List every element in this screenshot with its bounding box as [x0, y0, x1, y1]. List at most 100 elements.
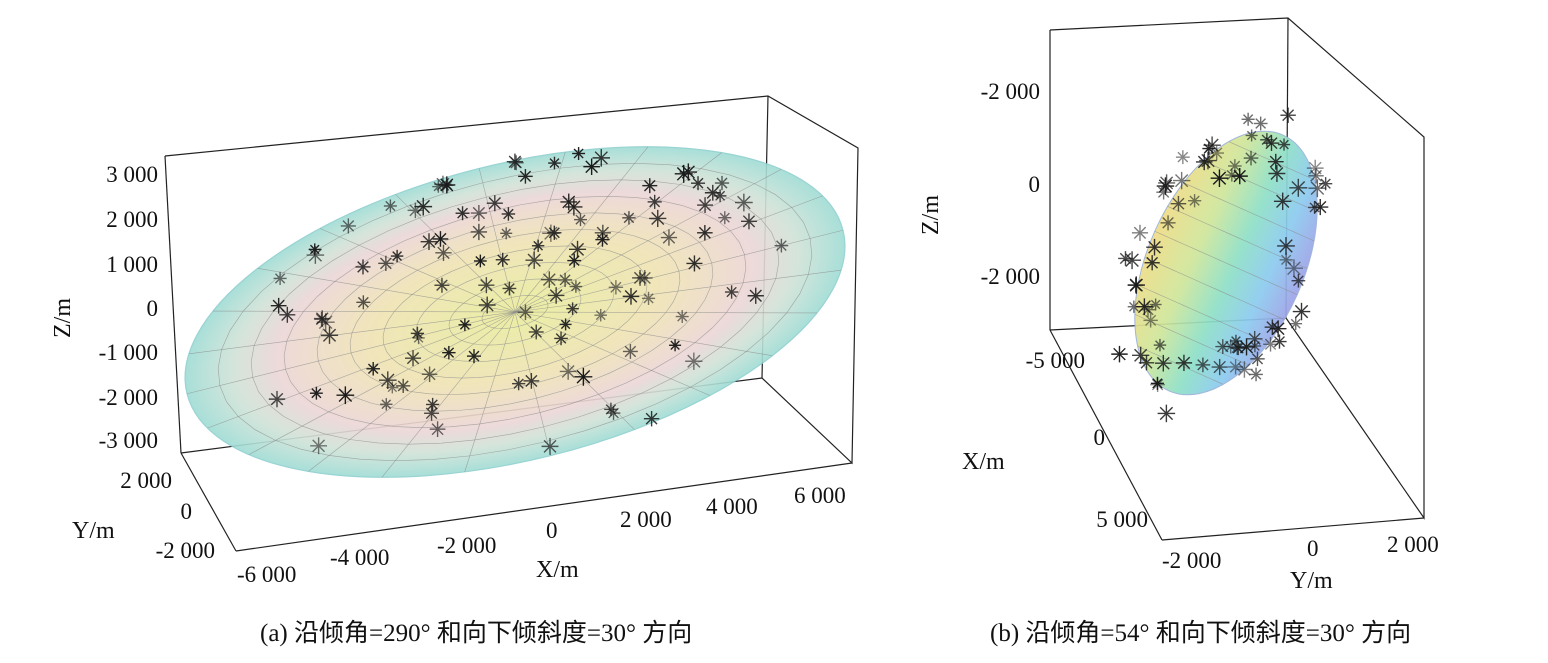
event-marker: [1308, 179, 1327, 198]
event-marker: [1144, 255, 1160, 271]
event-marker: [383, 199, 397, 213]
event-marker: [594, 308, 607, 322]
event-marker: [309, 386, 323, 400]
event-marker: [1210, 169, 1229, 187]
event-marker: [718, 211, 732, 225]
event-marker: [554, 331, 568, 346]
event-marker: [1263, 135, 1280, 151]
event-marker: [1308, 200, 1322, 214]
x-tick: -6 000: [237, 562, 296, 587]
event-marker: [1243, 150, 1259, 166]
x-tick: 6 000: [794, 483, 846, 508]
event-marker: [774, 238, 789, 253]
event-marker: [525, 251, 543, 269]
event-marker: [1111, 345, 1128, 363]
mesh-spoke: [319, 228, 516, 313]
x-tick: 5 000: [1096, 507, 1148, 532]
y-tick: 0: [1307, 536, 1319, 561]
event-marker: [1280, 107, 1296, 123]
mesh-spoke: [186, 311, 516, 395]
event-marker: [559, 318, 572, 331]
event-marker: [340, 218, 356, 234]
event-marker: [569, 280, 583, 293]
event-marker: [1272, 334, 1287, 349]
panel-b-ellipsoid: [1134, 130, 1318, 396]
mesh-spoke: [514, 229, 844, 313]
event-marker: [1156, 177, 1175, 195]
event-marker: [747, 287, 764, 304]
event-marker: [542, 224, 560, 242]
event-marker: [306, 246, 325, 264]
event-marker: [426, 397, 440, 412]
event-marker: [1264, 319, 1281, 335]
event-marker: [566, 302, 579, 315]
mesh-spoke: [257, 267, 516, 313]
event-marker: [1277, 237, 1295, 255]
mesh-spoke: [514, 311, 711, 396]
event-marker: [1150, 376, 1164, 390]
event-marker: [502, 281, 517, 296]
z-tick: -2 000: [981, 264, 1040, 289]
event-marker: [390, 249, 404, 263]
event-marker: [421, 366, 438, 383]
event-marker: [641, 291, 656, 305]
z-axis-label: Z/m: [918, 195, 944, 235]
event-marker: [270, 297, 287, 314]
event-marker: [434, 277, 450, 293]
mesh-spoke: [213, 310, 516, 313]
z-tick: -1 000: [99, 340, 158, 365]
event-marker: [1135, 298, 1153, 316]
event-marker: [1160, 215, 1176, 231]
event-marker: [432, 231, 449, 247]
event-marker: [405, 350, 422, 367]
z-tick: 0: [1029, 172, 1041, 197]
x-tick: 2 000: [620, 507, 672, 532]
y-axis-label: Y/m: [1290, 568, 1333, 594]
mesh-spoke: [308, 311, 516, 472]
event-marker: [1175, 354, 1193, 372]
event-marker: [622, 288, 640, 305]
event-marker: [642, 178, 658, 194]
event-marker: [523, 373, 540, 389]
panel-a-y-ticks: 2 000 0 -2 000: [120, 468, 215, 563]
mesh-line: [1228, 141, 1315, 180]
mesh-spoke: [188, 311, 516, 355]
z-tick: 1 000: [106, 252, 158, 277]
mesh-line: [1144, 257, 1285, 320]
event-marker: [466, 349, 482, 364]
event-marker: [1250, 351, 1265, 367]
event-marker: [714, 175, 730, 191]
mesh-line: [1137, 284, 1269, 344]
event-marker: [518, 169, 533, 184]
mesh-line: [1137, 346, 1224, 385]
event-marker: [583, 158, 600, 176]
event-marker: [1291, 273, 1306, 288]
event-marker: [1245, 129, 1258, 142]
mesh-spoke: [514, 169, 782, 313]
event-marker: [434, 175, 452, 193]
event-marker: [1263, 336, 1278, 352]
event-marker: [541, 437, 559, 455]
event-marker: [310, 437, 328, 455]
event-marker: [1267, 153, 1284, 170]
panel-b: -2 000 0 -2 000 Z/m -5 000 0 5 000 X/m -…: [918, 17, 1439, 647]
event-marker: [473, 254, 487, 268]
event-marker: [412, 331, 425, 345]
event-marker: [1211, 358, 1228, 376]
panel-a-caption: (a) 沿倾角=290° 和向下倾斜度=30° 方向: [260, 619, 692, 647]
event-marker: [517, 304, 534, 321]
event-marker: [647, 194, 662, 209]
panel-a-x-ticks: -6 000 -4 000 -2 000 0 2 000 4 000 6 000: [237, 483, 846, 587]
event-marker: [478, 277, 495, 294]
event-marker: [1292, 302, 1311, 321]
event-marker: [1228, 359, 1244, 375]
event-marker: [541, 271, 558, 288]
z-axis-label: Z/m: [50, 298, 76, 338]
mesh-spoke: [381, 311, 516, 478]
mesh-spoke: [514, 311, 552, 456]
event-marker: [1253, 116, 1268, 131]
event-marker: [531, 239, 545, 252]
event-marker: [1155, 354, 1172, 372]
y-tick: 2 000: [120, 468, 172, 493]
panel-a: 3 000 2 000 1 000 0 -1 000 -2 000 -3 000…: [50, 95, 859, 647]
